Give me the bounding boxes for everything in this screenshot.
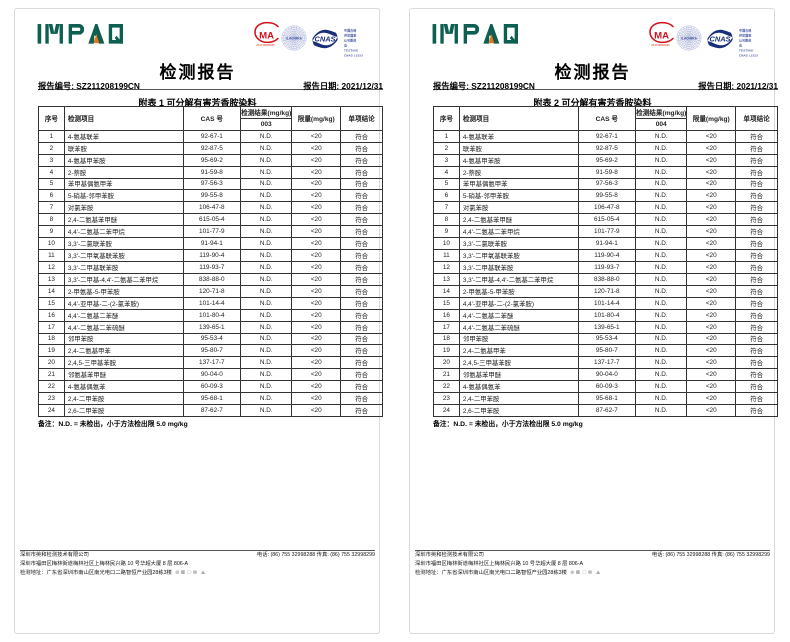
svg-text:中国合格: 中国合格 (739, 28, 752, 33)
svg-text:TESTING: TESTING (344, 49, 359, 53)
svg-text:会: 会 (344, 43, 348, 48)
svg-text:TESTING: TESTING (739, 49, 754, 53)
svg-text:CNAS: CNAS (710, 35, 731, 44)
svg-text:201719000040: 201719000040 (256, 43, 275, 47)
svg-text:评定国家: 评定国家 (344, 33, 357, 38)
svg-text:评定国家: 评定国家 (739, 33, 752, 38)
svg-text:ILAC-MRA: ILAC-MRA (286, 36, 302, 40)
svg-text:CNAS: CNAS (315, 35, 336, 44)
svg-text:中国合格: 中国合格 (344, 28, 357, 33)
svg-text:201719000040: 201719000040 (651, 43, 670, 47)
svg-text:MA: MA (259, 31, 274, 42)
svg-text:会: 会 (739, 43, 743, 48)
svg-text:MA: MA (654, 31, 669, 42)
svg-text:ILAC-MRA: ILAC-MRA (681, 36, 697, 40)
svg-text:认可委员: 认可委员 (344, 38, 356, 43)
svg-text:认可委员: 认可委员 (739, 38, 751, 43)
svg-text:CNAS L1523: CNAS L1523 (739, 54, 758, 58)
svg-text:CNAS L1523: CNAS L1523 (344, 54, 363, 58)
